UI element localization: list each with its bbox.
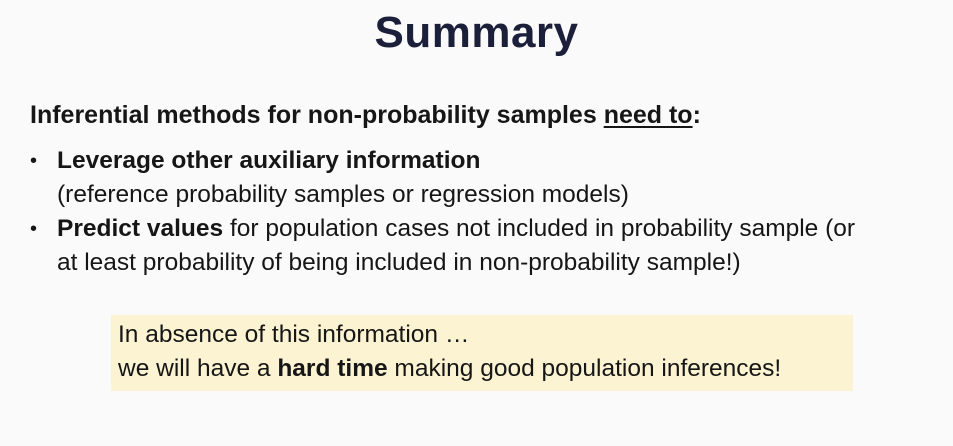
bullet-second-line: (reference probability samples or regres… [57, 181, 629, 208]
bullet-bold-text: Predict values [57, 215, 224, 242]
callout-line-2-suffix: making good population inferences! [387, 355, 782, 382]
bullet-dot-icon: • [30, 150, 38, 172]
bullet-dot-icon: • [30, 218, 38, 240]
callout-box: In absence of this information … we will… [111, 315, 853, 391]
callout-bold-text: hard time [277, 355, 388, 382]
bullet-rest-text: for population cases not included in pro… [223, 215, 856, 242]
bullet-item-predict: • Predict values for population cases no… [30, 212, 945, 280]
bullet-second-line: at least probability of being included i… [57, 249, 741, 276]
callout-line-1: In absence of this information … [118, 321, 470, 348]
bullet-bold-text: Leverage other auxiliary information [57, 147, 481, 174]
bullet-list: • Leverage other auxiliary information (… [30, 144, 945, 280]
intro-prefix: Inferential methods for non-probability … [30, 101, 604, 129]
intro-suffix: : [692, 101, 701, 129]
callout-line-2: we will have a hard time making good pop… [118, 352, 853, 386]
intro-line: Inferential methods for non-probability … [30, 101, 701, 130]
slide-title: Summary [374, 8, 579, 57]
callout-line-2-prefix: we will have a [118, 355, 278, 382]
intro-underlined: need to [603, 101, 693, 129]
bullet-item-leverage: • Leverage other auxiliary information (… [30, 144, 945, 212]
